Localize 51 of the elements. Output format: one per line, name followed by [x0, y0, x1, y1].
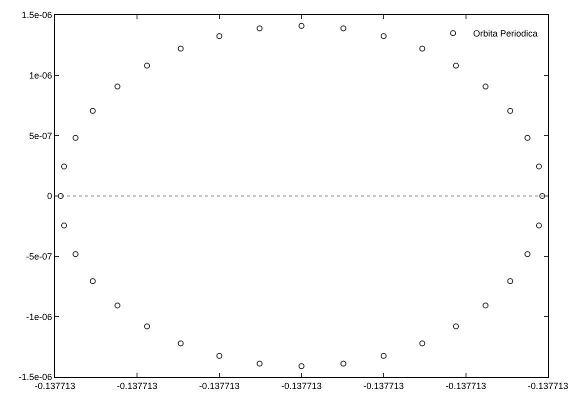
point	[72, 251, 79, 258]
point	[536, 163, 542, 170]
point	[340, 25, 346, 32]
point	[482, 302, 489, 308]
point	[419, 340, 426, 346]
point	[90, 108, 96, 114]
point	[114, 84, 120, 90]
point	[298, 363, 304, 370]
point	[72, 134, 79, 141]
x-tick-label: -0.137713	[281, 380, 322, 391]
point	[539, 193, 546, 199]
point	[380, 352, 387, 359]
y-tick-label: 1e-06	[29, 70, 52, 80]
point	[524, 251, 530, 258]
point	[61, 222, 68, 229]
point	[507, 108, 514, 114]
point	[524, 134, 530, 141]
point	[216, 33, 222, 40]
y-tick-label: -5e-07	[26, 251, 52, 262]
point	[452, 62, 459, 69]
point	[536, 222, 542, 229]
y-tick-label: -1e-06	[26, 312, 52, 322]
x-tick-label: -0.137713	[34, 380, 76, 391]
point	[452, 323, 459, 330]
point	[256, 360, 263, 367]
y-tick-label: 0	[47, 191, 52, 202]
point	[144, 323, 150, 330]
x-tick-label: -0.137713	[363, 380, 404, 391]
point	[507, 278, 514, 284]
y-tick-label: 5e-07	[29, 130, 52, 141]
x-tick-label: -0.137713	[528, 380, 568, 391]
y-tick-label: 1.5e-06	[22, 10, 52, 20]
legend-label: Orbita Periodica	[473, 28, 538, 39]
point	[340, 360, 346, 367]
point	[144, 62, 150, 69]
point	[482, 84, 489, 90]
x-tick-label: -0.137713	[446, 380, 486, 391]
y-tick-label: -1.5e-06	[18, 372, 52, 382]
point	[114, 302, 120, 308]
point	[90, 278, 96, 284]
point	[419, 46, 426, 52]
point	[216, 352, 222, 359]
point	[256, 25, 263, 32]
point	[380, 33, 387, 40]
point	[61, 163, 68, 170]
x-tick-label: -0.137713	[199, 380, 240, 391]
point	[58, 193, 64, 199]
point	[178, 340, 184, 346]
x-tick-label: -0.137713	[116, 380, 158, 391]
point	[298, 22, 304, 29]
point	[178, 46, 184, 52]
